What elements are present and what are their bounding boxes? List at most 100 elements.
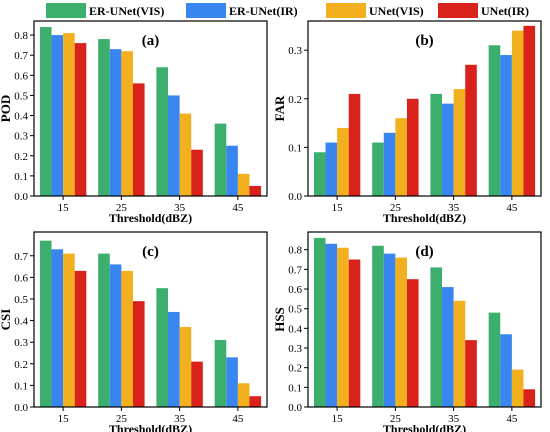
bar <box>132 301 145 407</box>
legend-label: ER-UNet(IR) <box>229 4 298 18</box>
x-tick-label: 25 <box>116 202 128 214</box>
bar <box>249 396 262 407</box>
y-axis-label: CSI <box>0 309 13 331</box>
legend-label: UNet(VIS) <box>369 4 424 18</box>
bar <box>249 185 262 196</box>
bar <box>372 142 384 196</box>
bar <box>179 327 192 407</box>
y-axis-label: POD <box>0 95 13 122</box>
y-tick-label: 0.4 <box>288 323 302 335</box>
y-tick-label: 0.0 <box>288 191 302 203</box>
bar <box>121 270 133 407</box>
y-tick-label: 0.6 <box>14 272 28 284</box>
y-tick-label: 0.3 <box>14 337 28 349</box>
legend-item: ER-UNet(VIS) <box>46 3 164 18</box>
bar <box>511 30 524 196</box>
x-axis-label: Threshold(dBZ) <box>383 422 466 432</box>
bar <box>156 288 169 407</box>
bar <box>74 43 87 197</box>
y-tick-label: 0.6 <box>288 284 302 296</box>
y-axis-label: FAR <box>272 95 287 121</box>
bar <box>511 369 524 407</box>
bar <box>39 240 52 407</box>
bar <box>383 132 396 196</box>
y-tick-label: 0.1 <box>14 171 28 183</box>
x-tick-label: 45 <box>232 413 244 425</box>
bar <box>226 145 238 196</box>
y-tick-label: 0.2 <box>288 94 302 106</box>
y-tick-label: 0.7 <box>288 264 302 276</box>
x-tick-label: 35 <box>448 202 460 214</box>
bar <box>191 149 203 196</box>
y-tick-label: 0.7 <box>14 251 28 263</box>
bar <box>348 93 361 196</box>
bar <box>395 257 407 407</box>
bar <box>214 123 227 196</box>
x-tick-label: 15 <box>58 202 70 214</box>
bar <box>523 389 536 407</box>
bar <box>313 237 326 407</box>
y-tick-label: 0.0 <box>288 402 302 414</box>
bar <box>442 103 454 196</box>
bar <box>406 279 419 407</box>
y-tick-label: 0.0 <box>14 191 28 203</box>
x-tick-label: 25 <box>116 413 128 425</box>
bar <box>500 334 512 407</box>
bar <box>453 89 466 196</box>
x-tick-label: 45 <box>506 413 518 425</box>
bar <box>74 270 87 407</box>
bar <box>313 152 326 196</box>
x-axis-label: Threshold(dBZ) <box>109 211 192 225</box>
bar <box>168 95 180 196</box>
bar <box>325 142 338 196</box>
panel-label: (d) <box>415 244 433 260</box>
panel-label: (c) <box>142 244 159 260</box>
chart-panel: 0.0 0.1 0.2 0.3 0.4 0.5 0.6 0.7 0.8 15 25 35 45 Thres… <box>0 20 268 225</box>
panel-label: (a) <box>142 33 160 49</box>
x-tick-label: 25 <box>390 413 402 425</box>
legend-item: ER-UNet(IR) <box>186 3 298 18</box>
bar <box>39 27 52 196</box>
x-tick-label: 35 <box>174 202 186 214</box>
legend-swatch <box>438 3 478 18</box>
bar <box>488 45 501 196</box>
legend: ER-UNet(VIS) ER-UNet(IR) UNet(VIS) UNet(IR) <box>46 3 529 18</box>
y-tick-label: 0.7 <box>14 50 28 62</box>
y-tick-label: 0.3 <box>288 45 302 57</box>
y-tick-label: 0.0 <box>14 402 28 414</box>
x-tick-label: 15 <box>332 202 344 214</box>
bar <box>63 253 75 407</box>
bar <box>430 267 443 407</box>
y-tick-label: 0.6 <box>14 70 28 82</box>
y-tick-label: 0.1 <box>14 380 28 392</box>
y-tick-label: 0.2 <box>14 359 28 371</box>
bar <box>523 25 536 196</box>
bar <box>348 259 361 407</box>
bar <box>168 311 180 407</box>
bar <box>465 64 477 196</box>
bar <box>325 243 338 407</box>
bar <box>156 67 169 196</box>
legend-item: UNet(VIS) <box>326 3 424 18</box>
chart-panel: 0.0 0.1 0.2 0.3 0.4 0.5 0.6 0.7 15 25 35 45 Threshol… <box>0 231 268 432</box>
bar <box>63 33 75 196</box>
bar <box>430 93 443 196</box>
bar <box>465 340 477 407</box>
x-axis-label: Threshold(dBZ) <box>383 211 466 225</box>
bar <box>214 340 227 407</box>
bar <box>132 83 145 196</box>
plot-frame <box>33 231 268 408</box>
bar <box>51 35 64 196</box>
bar <box>51 249 64 407</box>
bar <box>453 300 466 407</box>
x-tick-label: 35 <box>174 413 186 425</box>
bar <box>121 51 133 197</box>
y-tick-label: 0.4 <box>14 111 28 123</box>
bar <box>395 118 407 196</box>
bar <box>488 312 501 407</box>
y-axis-label: HSS <box>272 307 287 332</box>
legend-swatch <box>326 3 366 18</box>
x-tick-label: 15 <box>332 413 344 425</box>
legend-label: ER-UNet(VIS) <box>89 4 164 18</box>
bar <box>109 264 122 407</box>
